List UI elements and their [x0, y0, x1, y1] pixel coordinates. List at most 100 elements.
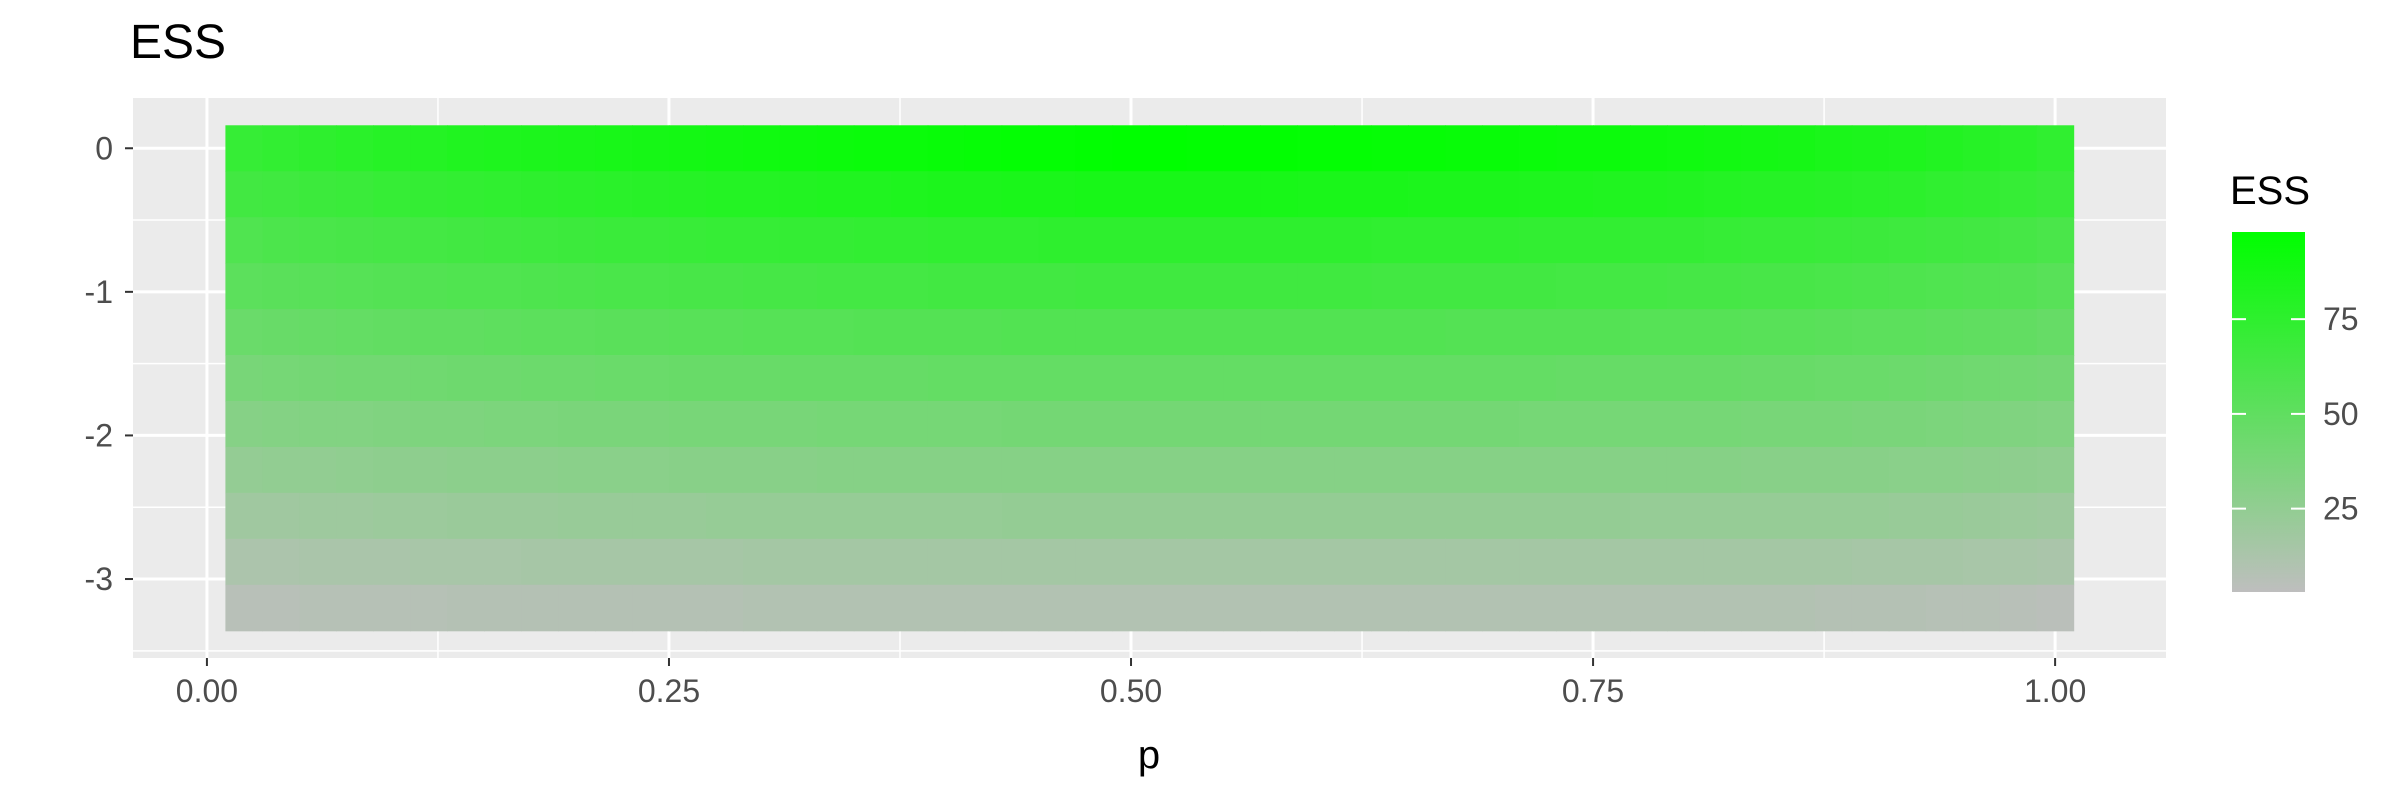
heatmap-tile [1888, 263, 1927, 310]
heatmap-tile [1962, 584, 2001, 632]
heatmap-tile [1075, 263, 1114, 310]
heatmap-tile [373, 492, 411, 540]
heatmap-layer [225, 125, 2075, 632]
heatmap-tile [262, 538, 300, 586]
heatmap-tile [1001, 400, 1040, 448]
heatmap-tile [1666, 492, 1705, 540]
heatmap-tile [595, 492, 633, 540]
heatmap-tile [558, 171, 596, 218]
heatmap-tile [1186, 584, 1225, 632]
heatmap-tile [336, 171, 374, 218]
heatmap-tile [1186, 263, 1225, 310]
heatmap-tile [1223, 355, 1261, 402]
heatmap-tile [1814, 355, 1853, 402]
heatmap-tile [742, 217, 781, 264]
heatmap-tile [1001, 309, 1040, 356]
heatmap-tile [1666, 125, 1705, 172]
heatmap-tile [1556, 538, 1594, 586]
heatmap-tile [1925, 400, 1964, 448]
heatmap-tile [927, 538, 966, 586]
heatmap-tile [1556, 125, 1594, 172]
y-tick-label: 0 [95, 130, 113, 166]
heatmap-tile [410, 492, 448, 540]
legend-colorbar [2232, 232, 2305, 592]
heatmap-tile [1666, 584, 1705, 632]
heatmap-tile [742, 171, 781, 218]
heatmap-tile [705, 492, 744, 540]
y-tick-label: -1 [85, 274, 113, 310]
heatmap-tile [1740, 263, 1779, 310]
heatmap-tile [1297, 400, 1335, 448]
heatmap-tile [853, 125, 892, 172]
heatmap-tile [1703, 263, 1742, 310]
heatmap-tile [1371, 217, 1409, 264]
heatmap-tile [1482, 355, 1520, 402]
heatmap-tile [1297, 538, 1335, 586]
heatmap-tile [853, 355, 892, 402]
heatmap-tile [521, 355, 559, 402]
heatmap-tile [595, 355, 633, 402]
heatmap-tile [1777, 171, 1816, 218]
heatmap-tile [964, 584, 1003, 632]
heatmap-tile [1666, 309, 1705, 356]
heatmap-tile [1666, 263, 1705, 310]
heatmap-tile [1630, 492, 1668, 540]
heatmap-tile [373, 355, 411, 402]
heatmap-tile [632, 263, 670, 310]
heatmap-tile [558, 492, 596, 540]
heatmap-tile [742, 538, 781, 586]
heatmap-tile [927, 217, 966, 264]
heatmap-tile [1925, 217, 1964, 264]
heatmap-tile [668, 584, 707, 632]
heatmap-tile [2036, 492, 2075, 540]
heatmap-tile [262, 400, 300, 448]
heatmap-tile [1223, 309, 1261, 356]
heatmap-tile [373, 263, 411, 310]
heatmap-tile [1556, 217, 1594, 264]
heatmap-tile [1075, 584, 1114, 632]
heatmap-tile [1260, 263, 1298, 310]
heatmap-tile [1593, 171, 1631, 218]
heatmap-tile [373, 171, 411, 218]
heatmap-tile [853, 263, 892, 310]
heatmap-tile [632, 446, 670, 494]
heatmap-tile [890, 400, 929, 448]
heatmap-tile [1371, 125, 1409, 172]
heatmap-tile [484, 492, 522, 540]
heatmap-tile [816, 171, 855, 218]
heatmap-tile [1334, 355, 1372, 402]
heatmap-tile [964, 217, 1003, 264]
heatmap-tile [1223, 171, 1261, 218]
heatmap-tile [1999, 355, 2038, 402]
heatmap-tile [2036, 125, 2075, 172]
heatmap-tile [262, 125, 300, 172]
heatmap-tile [1666, 217, 1705, 264]
heatmap-tile [1888, 492, 1927, 540]
heatmap-tile [742, 309, 781, 356]
heatmap-tile [484, 538, 522, 586]
heatmap-tile [1334, 584, 1372, 632]
heatmap-tile [1371, 538, 1409, 586]
heatmap-tile [890, 217, 929, 264]
heatmap-tile [964, 125, 1003, 172]
heatmap-tile [595, 584, 633, 632]
heatmap-tile [1112, 309, 1151, 356]
heatmap-tile [1334, 263, 1372, 310]
heatmap-tile [1740, 309, 1779, 356]
heatmap-tile [779, 309, 818, 356]
heatmap-tile [373, 538, 411, 586]
heatmap-tile [1149, 538, 1188, 586]
heatmap-tile [410, 171, 448, 218]
heatmap-tile [1519, 538, 1557, 586]
y-tick-label: -3 [85, 561, 113, 597]
heatmap-tile [1260, 125, 1298, 172]
heatmap-tile [1149, 263, 1188, 310]
heatmap-tile [262, 446, 300, 494]
heatmap-tile [1371, 400, 1409, 448]
heatmap-tile [447, 446, 485, 494]
heatmap-tile [742, 263, 781, 310]
heatmap-tile [447, 492, 485, 540]
heatmap-tile [410, 538, 448, 586]
heatmap-tile [1630, 171, 1668, 218]
heatmap-tile [447, 355, 485, 402]
